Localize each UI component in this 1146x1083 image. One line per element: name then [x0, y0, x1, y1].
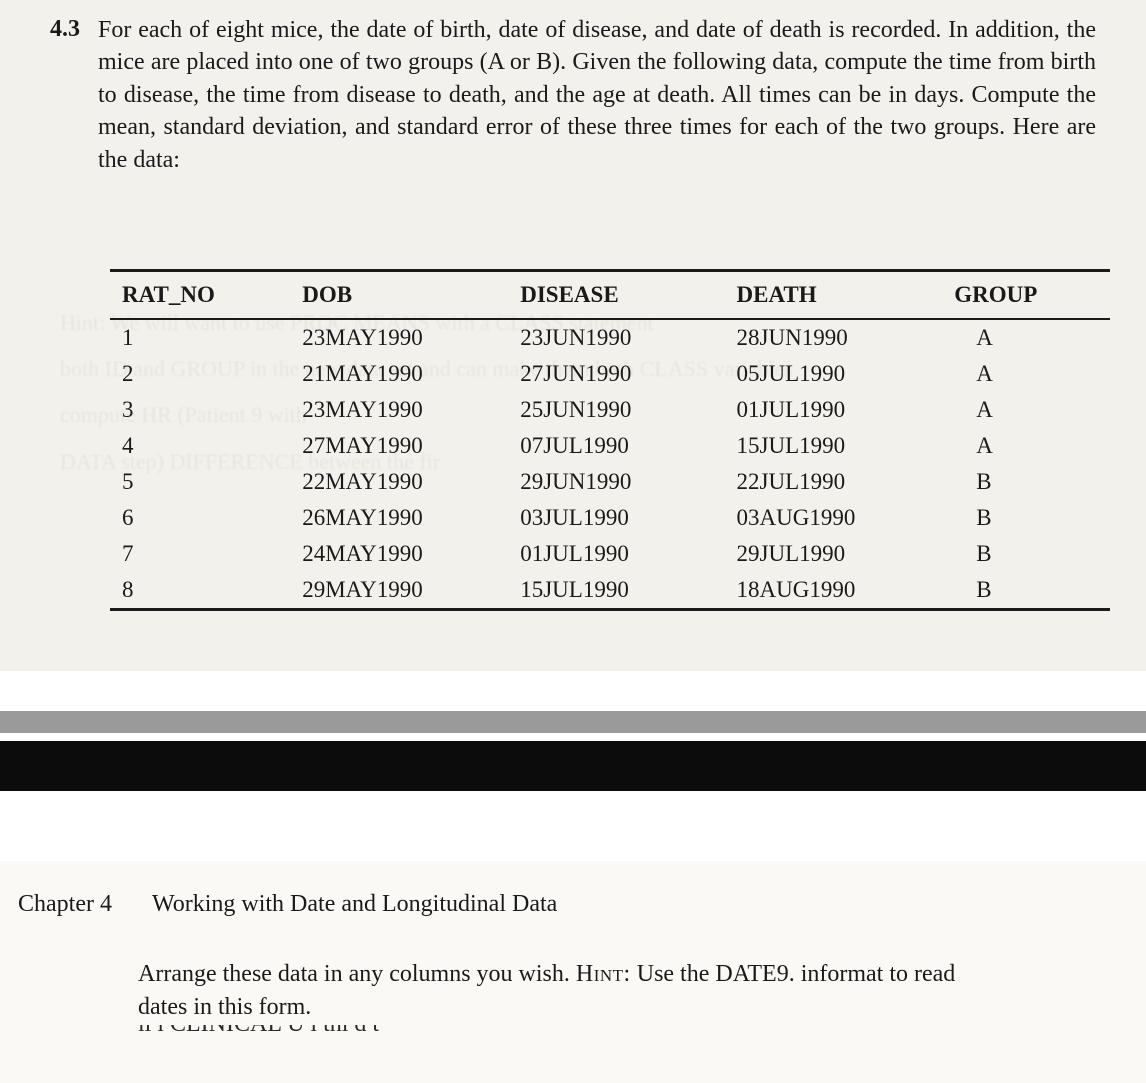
col-header-death: DEATH: [729, 271, 947, 320]
chapter-title: Working with Date and Longitudinal Data: [152, 891, 557, 918]
problem-block: 4.3 For each of eight mice, the date of …: [50, 14, 1096, 176]
cell-disease: 27JUN1990: [512, 356, 728, 392]
chapter-label: Chapter 4: [18, 891, 112, 918]
col-header-disease: DISEASE: [512, 271, 728, 320]
cell-ratno: 8: [110, 572, 294, 610]
cell-dob: 22MAY1990: [294, 464, 512, 500]
table-row: 6 26MAY1990 03JUL1990 03AUG1990 B: [110, 500, 1110, 536]
lower-page-region: Chapter 4 Working with Date and Longitud…: [0, 861, 1146, 1083]
hint-suffix: Use the DATE9. informat to read: [631, 961, 956, 987]
cell-disease: 15JUL1990: [512, 572, 728, 610]
table-header-row: RAT_NO DOB DISEASE DEATH GROUP: [110, 271, 1110, 320]
cell-disease: 01JUL1990: [512, 536, 728, 572]
hint-word: Hint:: [576, 961, 631, 987]
chapter-heading: Chapter 4 Working with Date and Longitud…: [18, 891, 1096, 918]
cell-group: B: [946, 572, 1110, 610]
cell-death: 15JUL1990: [729, 428, 947, 464]
cell-death: 01JUL1990: [729, 392, 947, 428]
table-row: 4 27MAY1990 07JUL1990 15JUL1990 A: [110, 428, 1110, 464]
table-body: 1 23MAY1990 23JUN1990 28JUN1990 A 2 21MA…: [110, 319, 1110, 610]
truncated-text: ll l CLINICAL U i thi d t: [138, 1025, 379, 1038]
scanner-bar-black: [0, 741, 1146, 791]
scanner-bar-grey: [0, 711, 1146, 733]
cell-ratno: 5: [110, 464, 294, 500]
table-row: 5 22MAY1990 29JUN1990 22JUL1990 B: [110, 464, 1110, 500]
cell-ratno: 6: [110, 500, 294, 536]
table-row: 8 29MAY1990 15JUL1990 18AUG1990 B: [110, 572, 1110, 610]
upper-page-region: 4.3 For each of eight mice, the date of …: [0, 0, 1146, 671]
cell-dob: 26MAY1990: [294, 500, 512, 536]
cell-death: 28JUN1990: [729, 319, 947, 356]
table-row: 1 23MAY1990 23JUN1990 28JUN1990 A: [110, 319, 1110, 356]
hint-prefix: Arrange these data in any columns you wi…: [138, 961, 576, 987]
cell-ratno: 4: [110, 428, 294, 464]
data-table: RAT_NO DOB DISEASE DEATH GROUP 1 23MAY19…: [110, 269, 1110, 611]
cell-group: B: [946, 536, 1110, 572]
cell-ratno: 1: [110, 319, 294, 356]
cell-group: A: [946, 319, 1110, 356]
cell-dob: 23MAY1990: [294, 319, 512, 356]
cell-disease: 03JUL1990: [512, 500, 728, 536]
cell-ratno: 3: [110, 392, 294, 428]
cell-dob: 21MAY1990: [294, 356, 512, 392]
scanner-gap: [0, 671, 1146, 861]
cell-death: 22JUL1990: [729, 464, 947, 500]
cell-dob: 23MAY1990: [294, 392, 512, 428]
cell-death: 03AUG1990: [729, 500, 947, 536]
col-header-ratno: RAT_NO: [110, 271, 294, 320]
hint-line2: dates in this form.: [138, 994, 311, 1020]
cell-group: A: [946, 428, 1110, 464]
cell-death: 05JUL1990: [729, 356, 947, 392]
problem-text: For each of eight mice, the date of birt…: [98, 14, 1096, 176]
hint-paragraph: Arrange these data in any columns you wi…: [138, 958, 1096, 1023]
cell-ratno: 7: [110, 536, 294, 572]
col-header-group: GROUP: [946, 271, 1110, 320]
col-header-dob: DOB: [294, 271, 512, 320]
problem-number: 4.3: [50, 14, 80, 43]
cell-group: B: [946, 464, 1110, 500]
cell-dob: 24MAY1990: [294, 536, 512, 572]
bleed-through-text: [50, 224, 1096, 259]
cell-disease: 07JUL1990: [512, 428, 728, 464]
page-scan: 4.3 For each of eight mice, the date of …: [0, 0, 1146, 1083]
cell-group: B: [946, 500, 1110, 536]
cell-group: A: [946, 392, 1110, 428]
cell-death: 18AUG1990: [729, 572, 947, 610]
cell-dob: 29MAY1990: [294, 572, 512, 610]
table-row: 2 21MAY1990 27JUN1990 05JUL1990 A: [110, 356, 1110, 392]
cell-disease: 29JUN1990: [512, 464, 728, 500]
cell-group: A: [946, 356, 1110, 392]
truncated-line: ll l CLINICAL U i thi d t: [138, 1025, 1098, 1043]
cell-disease: 23JUN1990: [512, 319, 728, 356]
cell-death: 29JUL1990: [729, 536, 947, 572]
cell-disease: 25JUN1990: [512, 392, 728, 428]
table-row: 7 24MAY1990 01JUL1990 29JUL1990 B: [110, 536, 1110, 572]
cell-ratno: 2: [110, 356, 294, 392]
table-row: 3 23MAY1990 25JUN1990 01JUL1990 A: [110, 392, 1110, 428]
cell-dob: 27MAY1990: [294, 428, 512, 464]
